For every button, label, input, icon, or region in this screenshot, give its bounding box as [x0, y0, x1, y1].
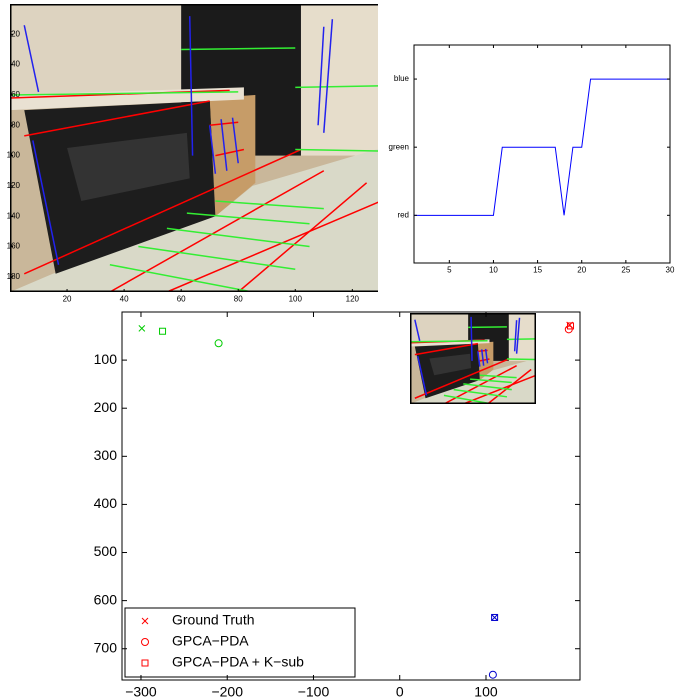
x-tick-label: 5: [447, 265, 452, 274]
legend-label: GPCA−PDA: [172, 633, 249, 649]
x-tick-label: 30: [666, 265, 675, 274]
plot-area: [414, 45, 670, 263]
photo-content: [10, 4, 381, 292]
y-tick-label: 180: [7, 272, 21, 281]
x-tick-label: −300: [125, 683, 157, 699]
y-tick-label: 40: [11, 60, 20, 69]
photo: [10, 4, 381, 292]
x-tick-label: 100: [289, 294, 303, 303]
x-tick-label: 25: [621, 265, 630, 274]
y-tick-label: 100: [94, 351, 118, 367]
legend-label: Ground Truth: [172, 612, 255, 628]
x-tick-label: 20: [63, 294, 72, 303]
x-tick-label: 100: [474, 683, 498, 699]
x-tick-label: −200: [211, 683, 243, 699]
x-tick-label: 10: [489, 265, 498, 274]
x-tick-label: 15: [533, 265, 542, 274]
y-tick-label: green: [389, 142, 409, 151]
x-tick-label: 20: [577, 265, 586, 274]
y-tick-label: 120: [7, 181, 21, 190]
y-tick-label: 300: [94, 447, 118, 463]
inset-photo: [410, 313, 536, 404]
x-tick-label: 60: [177, 294, 186, 303]
y-tick-label: 60: [11, 90, 20, 99]
y-tick-label: 500: [94, 543, 118, 559]
y-tick-label: 700: [94, 639, 118, 655]
y-tick-label: 80: [11, 120, 20, 129]
y-tick-label: red: [397, 210, 409, 219]
x-tick-label: 120: [346, 294, 360, 303]
x-tick-label: 40: [120, 294, 129, 303]
x-tick-label: −100: [298, 683, 330, 699]
x-tick-label: 0: [396, 683, 404, 699]
y-tick-label: 200: [94, 399, 118, 415]
legend-label: GPCA−PDA + K−sub: [172, 654, 304, 670]
y-tick-label: 160: [7, 242, 21, 251]
page: 2040608010012020406080100120140160180510…: [0, 0, 686, 700]
y-tick-label: 140: [7, 211, 21, 220]
y-tick-label: blue: [394, 74, 410, 83]
y-tick-label: 20: [11, 29, 20, 38]
y-tick-label: 100: [7, 151, 21, 160]
y-tick-label: 600: [94, 591, 118, 607]
figure: 2040608010012020406080100120140160180510…: [0, 0, 686, 700]
y-tick-label: 400: [94, 495, 118, 511]
x-tick-label: 80: [234, 294, 243, 303]
